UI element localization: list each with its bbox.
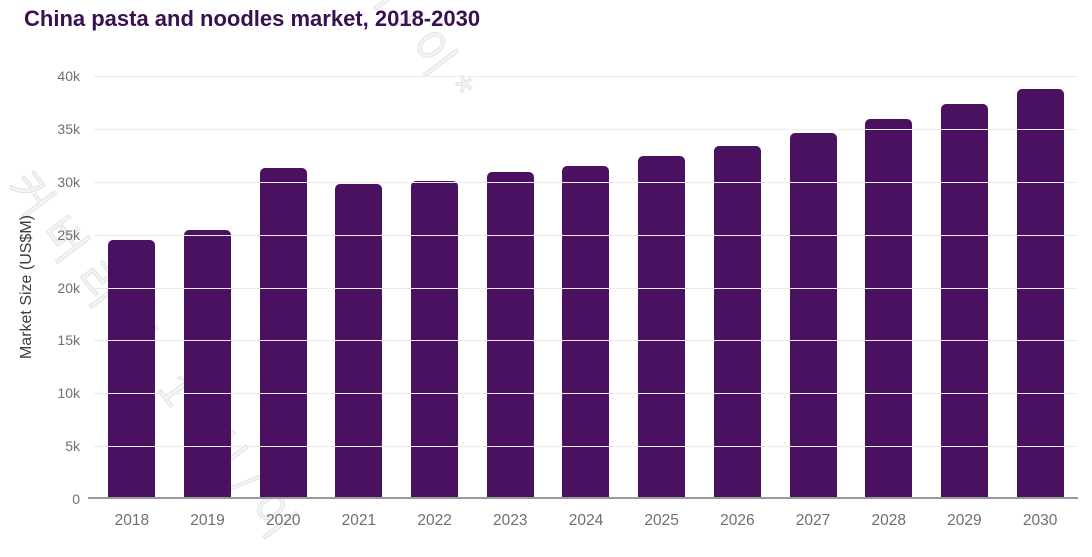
bar-series <box>94 76 1078 499</box>
bar-2021 <box>335 183 383 499</box>
y-tick-label: 35k <box>57 120 80 137</box>
bar-2022 <box>411 180 459 499</box>
y-tick-label: 15k <box>57 332 80 349</box>
x-tick-label: 2026 <box>720 512 755 529</box>
y-axis-title: Market Size (US$M) <box>18 214 35 360</box>
x-tick-label: 2025 <box>644 512 679 529</box>
bar-2030 <box>1016 88 1064 499</box>
x-tick-label: 2023 <box>493 512 528 529</box>
y-tick-label: 10k <box>57 385 80 402</box>
x-tick-label: 2022 <box>417 512 452 529</box>
x-tick-label: 2018 <box>114 512 150 529</box>
plot-area: 40k 35k 30k 25k 20k 15k 10k 5k 0 <box>57 68 1078 507</box>
gridline <box>94 287 1078 289</box>
x-tick-label: 2024 <box>568 512 604 529</box>
bar-2027 <box>789 133 837 499</box>
y-tick-label: 25k <box>57 226 80 243</box>
gridline <box>94 446 1078 448</box>
gridline <box>94 181 1078 183</box>
gridline <box>94 128 1078 130</box>
x-axis-line <box>88 497 1078 499</box>
x-tick-label: 2029 <box>947 512 982 529</box>
y-tick-label: 30k <box>57 173 80 190</box>
bar-2020 <box>259 168 307 499</box>
x-tick-label: 2027 <box>795 512 831 529</box>
x-tick-label: 2019 <box>190 512 225 529</box>
y-tick-label: 0 <box>72 491 80 507</box>
bar-2028 <box>865 119 913 499</box>
gridline <box>94 393 1078 395</box>
bar-2019 <box>184 230 232 499</box>
bar-2026 <box>713 145 761 499</box>
chart-title: China pasta and noodles market, 2018-203… <box>24 6 481 31</box>
gridline <box>94 340 1078 342</box>
y-tick-label: 5k <box>65 438 80 455</box>
x-axis-labels: 2018 2019 2020 2021 2022 2023 2024 2025 2026 2027… <box>94 512 1078 530</box>
y-tick-label: 40k <box>57 68 80 84</box>
x-tick-label: 2021 <box>341 512 377 529</box>
bar-2029 <box>940 103 988 499</box>
bar-2024 <box>562 165 610 499</box>
x-tick-label: 2020 <box>265 512 301 529</box>
bar-2018 <box>108 239 156 499</box>
y-tick-label: 20k <box>57 279 80 296</box>
gridline <box>94 76 1078 77</box>
x-tick-label: 2030 <box>1022 512 1058 529</box>
x-tick-label: 2028 <box>871 512 906 529</box>
bar-2025 <box>638 156 686 499</box>
bar-2023 <box>486 172 534 499</box>
gridline <box>94 234 1078 236</box>
